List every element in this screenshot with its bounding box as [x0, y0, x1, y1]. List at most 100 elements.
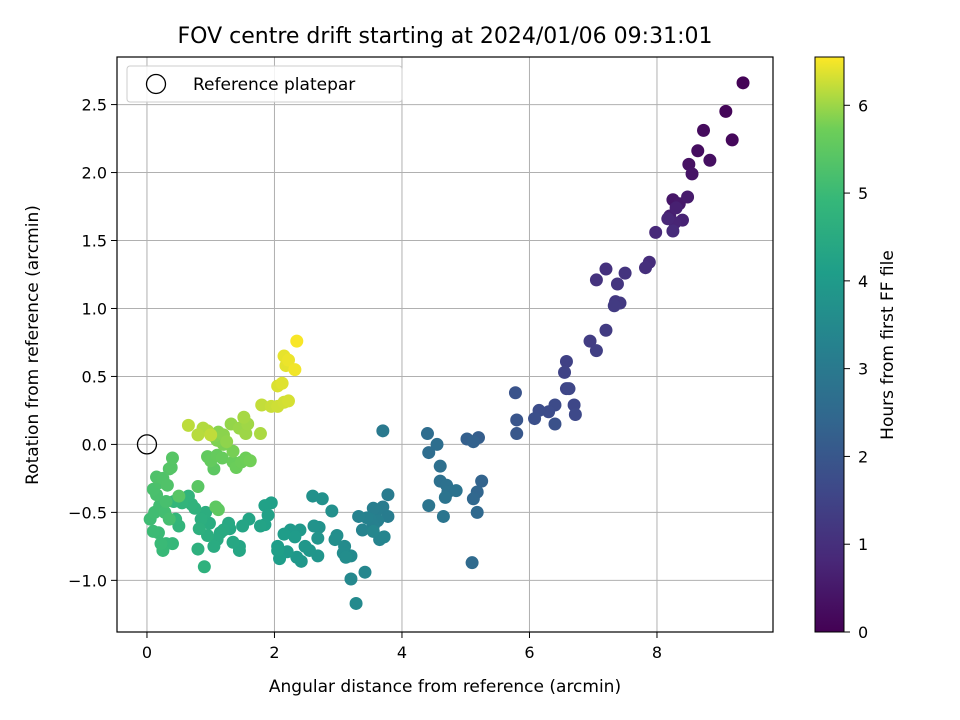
data-point	[255, 398, 269, 412]
data-point	[328, 533, 342, 547]
data-point	[226, 535, 240, 549]
data-point	[703, 153, 717, 167]
colorbar-tick-label: 4	[858, 272, 868, 291]
data-point	[466, 492, 480, 506]
data-point	[311, 531, 325, 545]
data-point	[181, 418, 195, 432]
data-point	[618, 266, 632, 280]
x-tick-label: 2	[269, 643, 279, 662]
data-point	[275, 376, 289, 390]
data-point	[691, 144, 705, 158]
data-point	[610, 277, 624, 291]
data-point	[339, 550, 353, 564]
data-point	[220, 435, 234, 449]
colorbar-tick-label: 6	[858, 96, 868, 115]
data-point	[599, 262, 613, 276]
data-point	[583, 334, 597, 348]
data-point	[475, 474, 489, 488]
data-point	[685, 167, 699, 181]
data-point	[160, 478, 174, 492]
data-point	[508, 386, 522, 400]
data-point	[164, 461, 178, 475]
data-point	[669, 201, 683, 215]
data-point	[271, 543, 285, 557]
data-point	[470, 505, 484, 519]
data-point	[290, 550, 304, 564]
data-point	[355, 523, 369, 537]
data-point	[253, 427, 267, 441]
data-point	[649, 225, 663, 239]
chart-title: FOV centre drift starting at 2024/01/06 …	[178, 24, 713, 49]
data-point	[433, 459, 447, 473]
data-point	[558, 365, 572, 379]
colorbar-tick-label: 2	[858, 447, 868, 466]
y-tick-label: 0.5	[82, 367, 107, 386]
data-point	[237, 410, 251, 424]
data-point	[281, 353, 295, 367]
data-point	[358, 565, 372, 579]
legend-label-reference: Reference platepar	[193, 75, 355, 95]
reference-platepar-marker	[136, 434, 158, 455]
data-point	[562, 382, 576, 396]
data-point	[559, 354, 573, 368]
colorbar-tick-label: 3	[858, 360, 868, 379]
colorbar-tick-label: 5	[858, 184, 868, 203]
colorbar-tick-label: 1	[858, 535, 868, 554]
data-point	[236, 519, 250, 533]
y-tick-label: 0.0	[82, 435, 107, 454]
data-point	[438, 490, 452, 504]
data-points	[136, 76, 750, 610]
data-point	[288, 530, 302, 544]
data-point	[159, 495, 173, 509]
data-point	[165, 451, 179, 465]
data-point	[277, 527, 291, 541]
data-point	[352, 509, 366, 523]
data-point	[422, 499, 436, 513]
data-point	[542, 405, 556, 419]
data-point	[719, 104, 733, 118]
data-point	[325, 504, 339, 518]
data-point	[568, 408, 582, 422]
y-tick-label: 1.5	[82, 232, 107, 251]
data-point	[430, 437, 444, 451]
y-axis-title: Rotation from reference (arcmin)	[23, 205, 43, 485]
data-point	[589, 344, 603, 358]
x-tick-label: 4	[397, 643, 407, 662]
data-point	[528, 412, 542, 426]
data-point	[548, 417, 562, 431]
data-point	[215, 451, 229, 465]
data-point	[589, 273, 603, 287]
legend-marker-icon	[145, 73, 167, 95]
data-point	[290, 334, 304, 348]
y-tick-label: 2.0	[82, 164, 107, 183]
data-point	[146, 524, 160, 538]
data-point	[197, 560, 211, 574]
data-point	[366, 501, 380, 515]
x-axis-title: Angular distance from reference (arcmin)	[269, 677, 621, 697]
data-point	[162, 512, 176, 526]
data-point	[510, 427, 524, 441]
data-point	[466, 435, 480, 449]
y-tick-label: −1.0	[68, 571, 107, 590]
data-point	[192, 522, 206, 536]
data-point	[666, 224, 680, 238]
data-point	[154, 537, 168, 551]
axis-ticks: 0 2 4 6 8 −1.0 −0.5 0.0 0.5 1.0 1.5 2.0 2.5	[68, 96, 662, 662]
data-point	[191, 542, 205, 556]
y-tick-label: 2.5	[82, 96, 107, 115]
data-point	[349, 596, 363, 610]
x-tick-label: 8	[652, 643, 662, 662]
data-point	[281, 394, 295, 408]
colorbar-ticks: 0 1 2 3 4 5 6	[844, 96, 868, 642]
data-point	[298, 539, 312, 553]
x-tick-label: 0	[142, 643, 152, 662]
data-point	[288, 363, 302, 377]
colorbar: 0 1 2 3 4 5 6 Hours from first FF file	[814, 56, 898, 642]
legend: Reference platepar	[126, 65, 403, 103]
data-point	[567, 398, 581, 412]
y-tick-label: 1.0	[82, 299, 107, 318]
data-point	[381, 488, 395, 502]
data-point	[638, 261, 652, 275]
data-point	[253, 519, 267, 533]
